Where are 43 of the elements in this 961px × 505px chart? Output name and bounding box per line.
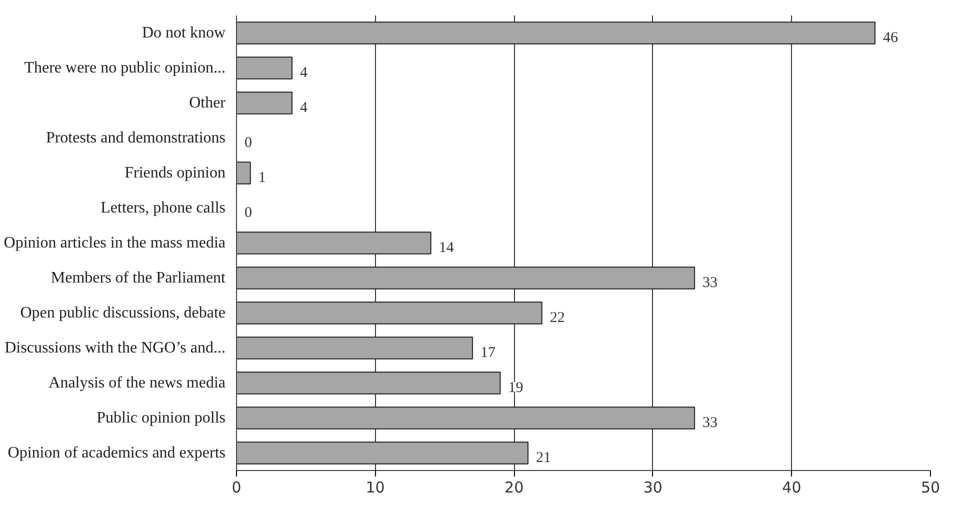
y-tick-label: There were no public opinion... — [24, 60, 226, 76]
y-tick-label: Do not know — [142, 24, 226, 42]
data-label: 0 — [244, 205, 252, 221]
data-label: 19 — [508, 380, 524, 396]
y-tick-label: Protests and demonstrations — [46, 130, 226, 146]
y-tick-label: Friends opinion — [124, 164, 226, 182]
data-label: 46 — [882, 30, 898, 46]
data-label: 1 — [258, 170, 266, 186]
data-label: 4 — [300, 65, 308, 81]
y-tick-label: Analysis of the news media — [48, 374, 226, 392]
y-tick-label: Opinion of academics and experts — [8, 444, 226, 462]
bar — [236, 56, 293, 80]
data-label: 21 — [536, 450, 551, 466]
data-label: 14 — [438, 240, 454, 256]
data-label: 4 — [300, 100, 308, 116]
x-tick-label: 40 — [782, 478, 802, 496]
bar — [236, 22, 876, 44]
x-tick-label: 10 — [366, 478, 385, 496]
y-tick-label: Letters, phone calls — [100, 200, 226, 216]
x-tick-label: 20 — [504, 478, 524, 496]
y-tick-label: Opinion articles in the mass media — [4, 234, 226, 252]
data-label: 22 — [550, 310, 565, 326]
data-label: 33 — [702, 415, 718, 431]
bar — [236, 406, 696, 430]
data-label: 17 — [480, 345, 496, 361]
y-tick-label: Open public discussions, debate — [20, 304, 226, 322]
y-tick-label: Discussions with the NGO’s and... — [4, 340, 226, 356]
bar — [236, 232, 432, 254]
bar — [236, 442, 528, 464]
bar — [236, 372, 501, 394]
data-label: 33 — [702, 275, 718, 291]
bar — [236, 266, 696, 290]
x-tick-label: 0 — [232, 478, 242, 496]
x-tick-label: 50 — [920, 478, 940, 496]
x-tick-label: 30 — [643, 478, 662, 496]
data-label: 0 — [244, 135, 252, 151]
y-tick-label: Public opinion polls — [96, 410, 226, 426]
bar — [236, 302, 542, 324]
y-tick-label: Other — [189, 94, 226, 112]
bar — [236, 336, 473, 360]
y-tick-label: Members of the Parliament — [50, 270, 226, 286]
bar — [236, 92, 293, 114]
bar — [236, 162, 251, 184]
